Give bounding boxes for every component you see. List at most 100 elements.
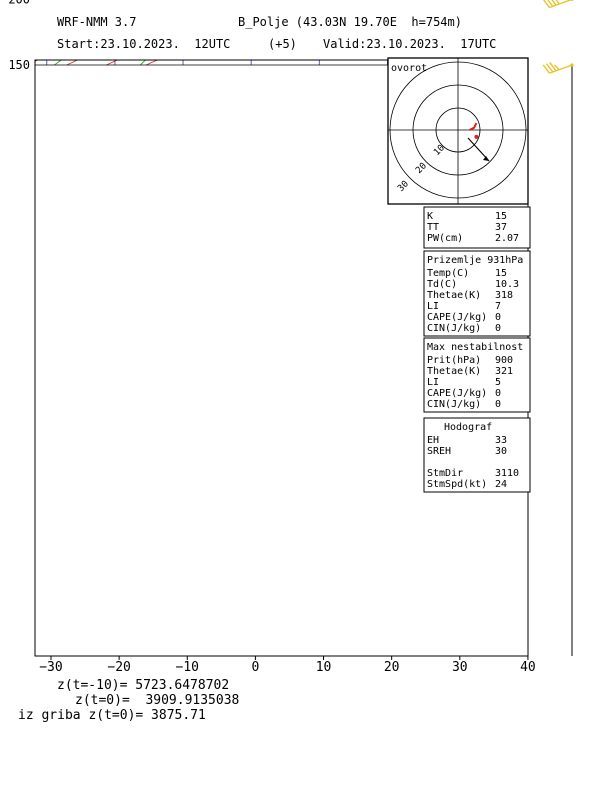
- dry-adiabat-line: [106, 60, 119, 66]
- surface-box-label: CIN(J/kg): [427, 323, 481, 334]
- hodograph-point: [474, 134, 479, 139]
- dry-adiabat-line: [0, 0, 282, 65]
- temperature-tick-label: −30: [39, 660, 62, 675]
- max-instability-box-value: 5: [495, 377, 501, 388]
- surface-box-label: Td(C): [427, 279, 457, 290]
- isotherm-line: [182, 60, 184, 65]
- hodograph-stats-box-value: 33: [495, 435, 507, 446]
- wind-barb-flag: [545, 63, 554, 73]
- temperature-tick-label: −20: [107, 660, 130, 675]
- max-instability-box-value: 900: [495, 355, 513, 366]
- dry-adiabat-line: [0, 0, 558, 65]
- hodograph-stats-box-value: 3110: [495, 468, 519, 479]
- wind-barb-base: [570, 0, 574, 1]
- surface-box: [423, 250, 531, 337]
- hodograph-trace: [469, 122, 478, 131]
- indices-box-value: 37: [495, 222, 507, 233]
- wind-barb-flag: [555, 0, 560, 5]
- moist-adiabat-line: [54, 60, 63, 66]
- temperature-tick-label: 20: [384, 660, 400, 675]
- indices-box-value: 2.07: [495, 233, 519, 244]
- indices-box-label: K: [427, 211, 433, 222]
- hodograph-stats-box-label: StmDir: [427, 468, 463, 479]
- dry-adiabat-line: [0, 0, 600, 65]
- max-instability-box-value: 0: [495, 399, 501, 410]
- wind-barb-staff: [549, 0, 573, 9]
- hodograph-title: ovorot: [391, 63, 427, 74]
- wind-barb-flag: [547, 0, 554, 7]
- hodograph-stats-box: [423, 417, 531, 493]
- wind-barb: [542, 0, 574, 9]
- surface-box-label: LI: [427, 301, 439, 312]
- wind-barb: [542, 62, 574, 74]
- surface-box-value: 10.3: [495, 279, 519, 290]
- dry-adiabat-line: [0, 0, 600, 65]
- temperature-profile: [0, 0, 409, 65]
- temperature-tick-label: 30: [452, 660, 468, 675]
- temperature-tick-label: 0: [251, 660, 259, 675]
- hodograph-stats-box-label: StmSpd(kt): [427, 479, 487, 490]
- isotherm-line: [592, 0, 596, 65]
- isotherm-line: [386, 60, 388, 65]
- height-t-zero-grib: iz griba z(t=0)= 3875.71: [18, 708, 206, 723]
- model-title: WRF-NMM 3.7: [57, 15, 137, 29]
- isotherm-line: [455, 60, 457, 65]
- background-lines: [0, 0, 600, 66]
- max-instability-box-value: 321: [495, 366, 513, 377]
- max-instability-box-title: Max nestabilnost: [427, 342, 523, 353]
- station-title: B_Polje (43.03N 19.70E h=754m): [238, 15, 462, 29]
- surface-box-value: 0: [495, 312, 501, 323]
- valid-time: Valid:23.10.2023. 17UTC: [323, 37, 497, 51]
- moist-adiabat-line: [0, 0, 364, 50]
- dry-adiabat-line: [0, 0, 600, 65]
- hodograph-stats-box-label: EH: [427, 435, 439, 446]
- max-instability-box-label: CAPE(J/kg): [427, 388, 487, 399]
- dry-adiabat-line: [0, 0, 600, 65]
- max-instability-box-label: CIN(J/kg): [427, 399, 481, 410]
- wind-barb-staff: [549, 64, 573, 74]
- hodograph-stats-box-value: 30: [495, 446, 507, 457]
- surface-box-label: CAPE(J/kg): [427, 312, 487, 323]
- moist-adiabat-line: [0, 0, 392, 65]
- moist-adiabat-line: [0, 0, 446, 65]
- height-t-minus10: z(t=-10)= 5723.6478702: [57, 678, 230, 693]
- dry-adiabat-line: [35, 60, 39, 62]
- dry-adiabat-line: [0, 0, 420, 65]
- moist-adiabat-line: [139, 60, 147, 66]
- storm-motion-arrowhead: [483, 156, 490, 162]
- height-t-zero: z(t=0)= 3909.9135038: [75, 693, 240, 708]
- forecast-offset: (+5): [268, 37, 297, 51]
- dry-adiabat-line: [0, 0, 600, 65]
- wind-barb-flag: [551, 0, 557, 6]
- isotherm-line: [523, 60, 525, 65]
- surface-box-value: 0: [495, 323, 501, 334]
- indices-box: [423, 206, 531, 249]
- moist-adiabat-line: [0, 0, 337, 11]
- hodograph-stats-box-title: Hodograf: [444, 422, 492, 433]
- pressure-tick-label: 200: [8, 0, 30, 6]
- dewpoint-profile: [0, 0, 351, 65]
- pressure-tick-label: 150: [8, 58, 30, 72]
- isotherm-line: [114, 60, 116, 65]
- surface-box-value: 7: [495, 301, 501, 312]
- wind-barb-flag: [553, 64, 560, 71]
- dry-adiabat-line: [66, 60, 79, 66]
- max-instability-box-label: LI: [427, 377, 439, 388]
- surface-box-value: 15: [495, 268, 507, 279]
- wind-barb-flag: [542, 64, 550, 74]
- dry-adiabat-line: [145, 60, 159, 66]
- max-instability-box: [423, 337, 531, 413]
- dry-adiabat-line: [0, 0, 74, 65]
- dry-adiabat-line: [0, 0, 212, 65]
- hodograph-stats-box-label: SREH: [427, 446, 451, 457]
- dry-adiabat-line: [0, 0, 143, 65]
- isotherm-line: [250, 60, 252, 65]
- surface-box-label: Thetae(K): [427, 290, 481, 301]
- wind-barb-base: [570, 63, 574, 67]
- max-instability-box-value: 0: [495, 388, 501, 399]
- indices-box-value: 15: [495, 211, 507, 222]
- start-time: Start:23.10.2023. 12UTC: [57, 37, 231, 51]
- indices-box-label: PW(cm): [427, 233, 463, 244]
- isotherm-line: [318, 60, 320, 65]
